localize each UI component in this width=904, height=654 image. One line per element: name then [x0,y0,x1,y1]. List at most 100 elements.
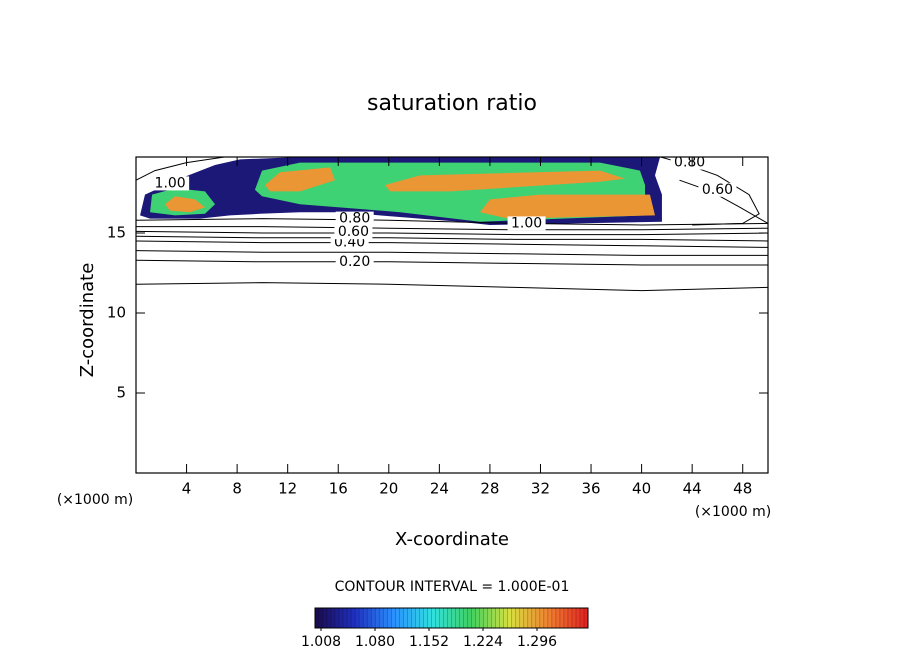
colorbar-strip [571,608,577,628]
colorbar-strip [319,608,324,628]
colorbar-strip [359,608,364,628]
colorbar-strip [543,608,549,628]
colorbar-strip [443,608,448,628]
colorbar-strip [583,608,589,628]
contour-label-bg [335,254,374,269]
x-tick-label: 24 [430,480,449,498]
filled-region [385,170,626,192]
colorbar-strip [483,608,488,628]
colorbar-strip [391,608,396,628]
colorbar-strip [367,608,372,628]
colorbar-strip [539,608,545,628]
x-tick-label: 28 [480,480,499,498]
contour-line [136,157,225,181]
colorbar-strip [347,608,352,628]
colorbar-strip [579,608,585,628]
colorbar-tick-label: 1.296 [517,634,557,650]
colorbar-strip [479,608,484,628]
colorbar-strip [575,608,581,628]
colorbar-strip [507,608,513,628]
colorbar-strip [535,608,541,628]
y-unit: (×1000 m) [57,492,133,508]
colorbar-strip [463,608,468,628]
x-tick-label: 40 [632,480,651,498]
colorbar-strip [491,608,496,628]
contour-layer: 0.200.400.600.80 1.001.000.800.60 [136,157,768,292]
contour-line [136,230,768,236]
colorbar-strip [471,608,476,628]
colorbar-strip [451,608,456,628]
filled-region [264,167,335,192]
colorbar-strip [567,608,573,628]
x-tick-label: 44 [683,480,702,498]
colorbar-strip [399,608,404,628]
contour-line [136,235,768,242]
colorbar-strip [323,608,328,628]
colorbar-strip [383,608,388,628]
x-tick-label: 16 [329,480,348,498]
colorbar-tick-label: 1.008 [301,634,341,650]
colorbar-strip [395,608,400,628]
colorbar-strip [339,608,344,628]
colorbar-strip [475,608,480,628]
contour-line [679,179,768,224]
x-tick-label: 12 [278,480,297,498]
contour-label-bg [151,176,190,191]
colorbar-strip [415,608,420,628]
colorbar-strip [531,608,537,628]
filled-region [480,194,655,219]
chart-title: saturation ratio [367,91,537,116]
colorbar-strip [363,608,368,628]
contour-label-bg [670,157,709,170]
y-axis-label: Z-coordinate [77,263,98,378]
contour-label: 1.00 [155,175,186,191]
colorbar-tick-label: 1.080 [355,634,395,650]
contour-label: 0.20 [339,254,370,270]
colorbar-strip [379,608,384,628]
colorbar-strip [547,608,553,628]
colorbar-strip [551,608,557,628]
colorbar-strip [511,608,517,628]
colorbar-strip [351,608,356,628]
colorbar-strip [527,608,533,628]
colorbar-tick-label: 1.152 [409,634,449,650]
plot-area: 0.200.400.600.80 1.001.000.800.60 [136,157,768,292]
colorbar-strip [523,608,529,628]
y-tick-label: 10 [107,304,126,322]
contour-line [136,259,768,266]
colorbar-strip [375,608,380,628]
colorbar-strip [371,608,376,628]
plot-frame [135,156,769,474]
colorbar-strip [447,608,452,628]
colorbar-strip [555,608,561,628]
colorbar-frame [314,607,589,629]
colorbar-strip [355,608,360,628]
colorbar-strip [419,608,424,628]
colorbar-strip [499,608,504,628]
x-unit: (×1000 m) [695,504,771,520]
x-tick-label: 20 [379,480,398,498]
contour-line [136,240,768,248]
contour-line [136,250,768,256]
contour-line [136,218,768,226]
colorbar-strip [487,608,492,628]
y-tick-label: 5 [116,384,126,402]
y-tick-label: 15 [107,224,126,242]
colorbar-strip [459,608,464,628]
contour-label-bg [335,211,374,226]
colorbar-strip [515,608,521,628]
colorbar-strip [407,608,412,628]
contour-label: 0.80 [339,211,370,227]
colorbar-strip [403,608,408,628]
colorbar-strip [315,608,320,628]
colorbar-tick-label: 1.224 [463,634,503,650]
colorbar-strip [519,608,525,628]
x-axis-label: X-coordinate [395,529,509,550]
colorbar-strip [559,608,565,628]
colorbar-strip [563,608,569,628]
x-tick-label: 4 [182,480,192,498]
colorbar-strip [335,608,340,628]
contour-label: 0.60 [702,182,733,198]
